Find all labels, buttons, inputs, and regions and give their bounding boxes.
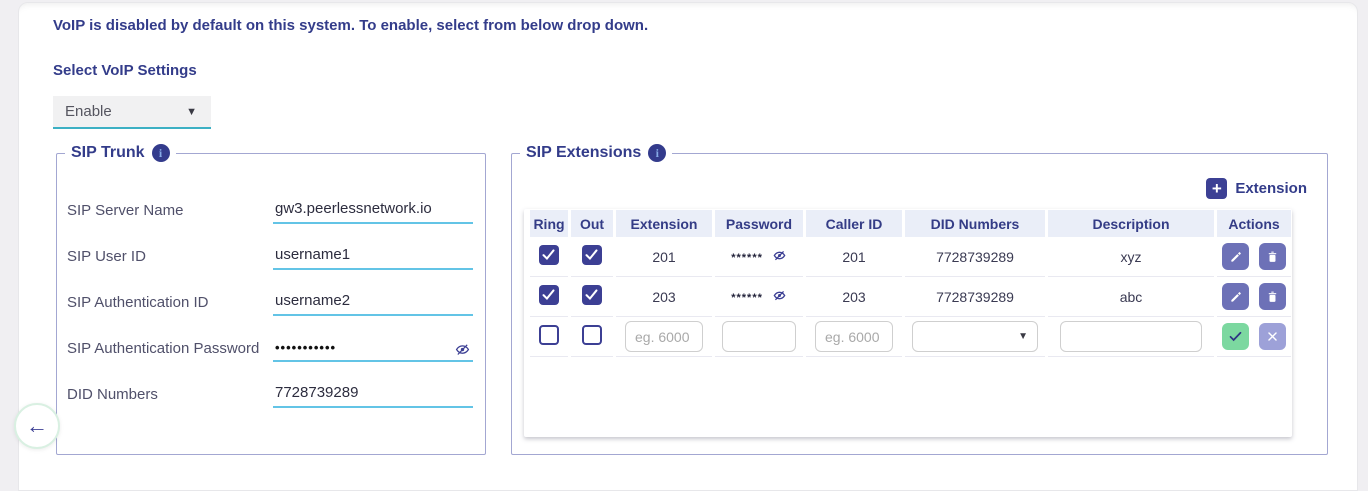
sip-auth-id-input[interactable] (273, 292, 473, 314)
field-row-did-numbers: DID Numbers (67, 374, 473, 408)
field-row-sip-auth-password: SIP Authentication Password (67, 328, 473, 362)
new-password-input[interactable] (722, 321, 796, 352)
table-header-row: Ring Out Extension Password Caller ID DI… (530, 210, 1291, 237)
column-header-caller-id: Caller ID (806, 210, 902, 237)
actions-cell (1217, 317, 1291, 357)
back-button[interactable]: ← (14, 403, 60, 449)
voip-settings-selected-value: Enable (65, 103, 112, 120)
plus-icon: + (1206, 178, 1228, 199)
sip-user-id-input[interactable] (273, 246, 473, 268)
actions-cell (1217, 277, 1291, 317)
did-numbers-cell: 7728739289 (905, 237, 1045, 277)
edit-button[interactable] (1222, 243, 1250, 270)
new-description-input[interactable] (1060, 321, 1202, 352)
new-extension-input[interactable] (625, 321, 703, 352)
info-icon[interactable]: i (151, 144, 170, 162)
add-extension-label: Extension (1235, 180, 1307, 197)
ring-checkbox[interactable] (539, 325, 559, 345)
column-header-description: Description (1048, 210, 1214, 237)
out-checkbox[interactable] (582, 245, 602, 265)
sip-extensions-section: SIP Extensions i + Extension Ring Out E (511, 144, 1328, 455)
column-header-ring: Ring (530, 210, 568, 237)
eye-off-icon[interactable] (453, 342, 471, 356)
out-checkbox[interactable] (582, 325, 602, 345)
delete-button[interactable] (1258, 283, 1286, 310)
delete-button[interactable] (1258, 243, 1286, 270)
caller-id-cell: 203 (806, 277, 902, 317)
extension-cell: 201 (616, 237, 712, 277)
description-cell: abc (1048, 277, 1214, 317)
table-row: 201 ****** 201 7728739289 xyz (530, 237, 1291, 277)
column-header-password: Password (715, 210, 803, 237)
chevron-down-icon: ▼ (1018, 331, 1028, 342)
eye-off-icon[interactable] (772, 289, 787, 305)
info-icon[interactable]: i (648, 144, 667, 162)
new-caller-id-input[interactable] (815, 321, 893, 352)
did-numbers-label: DID Numbers (67, 386, 158, 403)
new-did-numbers-select[interactable]: ▼ (912, 321, 1038, 352)
table-row: 203 ****** 203 7728739289 abc (530, 277, 1291, 317)
column-header-actions: Actions (1217, 210, 1291, 237)
sip-user-id-label: SIP User ID (67, 248, 146, 265)
sip-server-name-label: SIP Server Name (67, 202, 184, 219)
sip-auth-id-label: SIP Authentication ID (67, 294, 209, 311)
field-row-sip-auth-id: SIP Authentication ID (67, 282, 473, 316)
sip-trunk-form: SIP Server Name SIP User ID SIP Authenti… (57, 162, 485, 408)
sip-trunk-section: SIP Trunk i SIP Server Name SIP User ID … (56, 144, 486, 455)
column-header-did-numbers: DID Numbers (905, 210, 1045, 237)
back-arrow-icon: ← (26, 413, 48, 438)
description-cell: xyz (1048, 237, 1214, 277)
sip-extensions-title: SIP Extensions (526, 144, 642, 161)
sip-trunk-legend: SIP Trunk i (65, 144, 176, 162)
new-extension-row: ▼ (530, 317, 1291, 357)
did-numbers-input[interactable] (273, 384, 473, 406)
did-numbers-cell: 7728739289 (905, 277, 1045, 317)
ring-checkbox[interactable] (539, 285, 559, 305)
confirm-button[interactable] (1222, 323, 1250, 350)
password-cell: ****** (715, 277, 803, 317)
voip-settings-dropdown[interactable]: Enable ▼ (53, 96, 211, 129)
eye-off-icon[interactable] (772, 249, 787, 265)
password-cell: ****** (715, 237, 803, 277)
column-header-extension: Extension (616, 210, 712, 237)
sip-auth-password-label: SIP Authentication Password (67, 340, 260, 357)
edit-button[interactable] (1222, 283, 1250, 310)
extensions-table-card: Ring Out Extension Password Caller ID DI… (524, 209, 1292, 437)
out-checkbox[interactable] (582, 285, 602, 305)
caller-id-cell: 201 (806, 237, 902, 277)
voip-settings-label: Select VoIP Settings (53, 62, 197, 79)
field-row-sip-user-id: SIP User ID (67, 236, 473, 270)
actions-cell (1217, 237, 1291, 277)
cancel-button[interactable] (1258, 323, 1286, 350)
extensions-table: Ring Out Extension Password Caller ID DI… (527, 210, 1294, 357)
settings-card: VoIP is disabled by default on this syst… (18, 2, 1358, 491)
ring-checkbox[interactable] (539, 245, 559, 265)
add-extension-button[interactable]: + Extension (1206, 178, 1307, 199)
voip-disabled-banner: VoIP is disabled by default on this syst… (53, 17, 649, 34)
field-row-sip-server-name: SIP Server Name (67, 190, 473, 224)
sip-auth-password-input[interactable] (273, 340, 473, 360)
sip-trunk-title: SIP Trunk (71, 144, 145, 161)
chevron-down-icon: ▼ (186, 105, 197, 118)
extension-cell: 203 (616, 277, 712, 317)
sip-extensions-legend: SIP Extensions i (520, 144, 672, 162)
sip-server-name-input[interactable] (273, 200, 473, 222)
column-header-out: Out (571, 210, 613, 237)
